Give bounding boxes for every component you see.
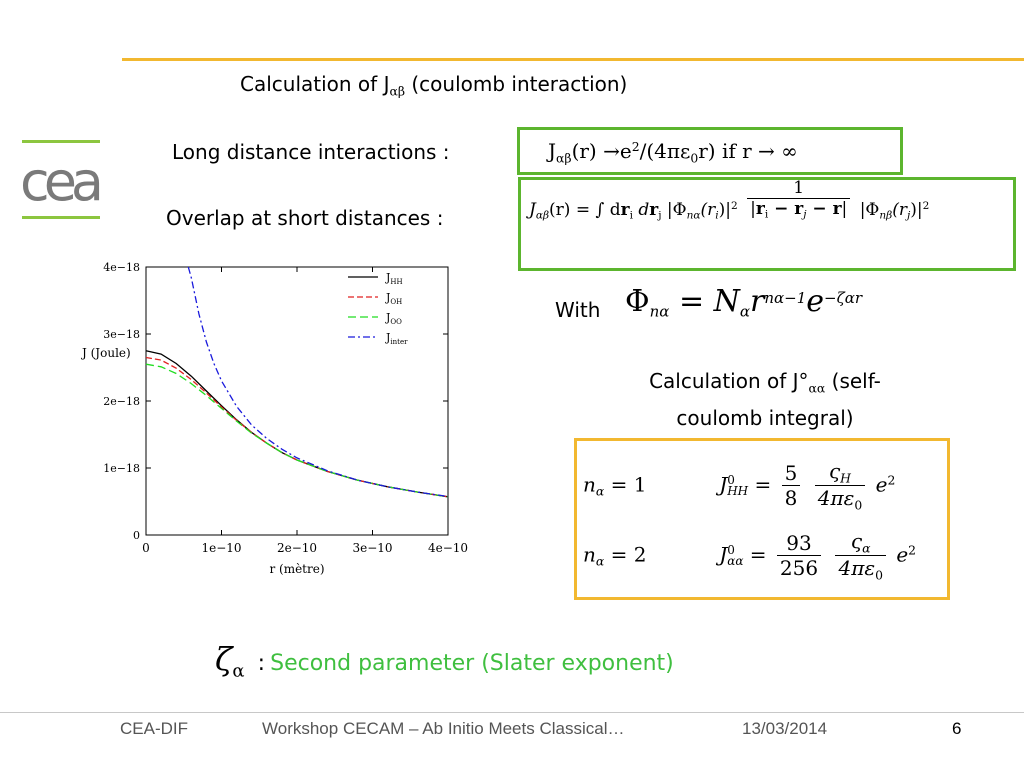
- series-line-hh: [145, 350, 449, 498]
- x-tick-label: 0: [142, 541, 150, 555]
- x-tick-label: 2e−10: [277, 541, 317, 555]
- with-label: With: [555, 298, 601, 322]
- legend-label-inter: Jinter: [385, 331, 408, 346]
- slater-orbital-equation: Φnα = Nαrnα−1e−ζαr: [625, 284, 863, 321]
- y-tick-label: 1e−18: [103, 462, 140, 475]
- footer-rule: [0, 712, 1024, 713]
- slide-title: Calculation of Jαβ (coulomb interaction): [240, 72, 627, 98]
- zeta-symbol: ζ: [215, 640, 233, 678]
- short-distance-equation: Jαβ(r) = ∫ dri drj |Φnα(ri)|2 1 |ri − rj…: [529, 178, 930, 222]
- self-coulomb-row-2: nα = 2 J 0 αα = 93 256 ςα 4πε0 e2: [583, 529, 917, 583]
- y-axis-label: J (Joule): [80, 346, 131, 360]
- legend-label-hh: JHH: [385, 271, 403, 286]
- zeta-subscript: α: [232, 660, 245, 682]
- footer-event: Workshop CECAM – Ab Initio Meets Classic…: [262, 719, 625, 738]
- legend-label-oo: JOO: [385, 311, 402, 326]
- x-tick-label: 1e−10: [201, 541, 241, 555]
- self-coulomb-title: Calculation of J°αα (self- coulomb integ…: [649, 369, 881, 431]
- long-distance-equation-box: Jαβ(r) →e2/(4πε0r) if r → ∞: [517, 127, 903, 175]
- series-line-inter: [187, 266, 449, 498]
- legend-label-oh: JOH: [385, 291, 402, 306]
- x-axis-label: r (mètre): [269, 562, 324, 576]
- title-suffix: (coulomb interaction): [405, 72, 628, 96]
- title-prefix: Calculation of J: [240, 72, 390, 96]
- y-tick-label: 2e−18: [103, 395, 140, 408]
- logo-top-bar: [22, 140, 100, 143]
- series-line-oh: [145, 356, 449, 498]
- slater-exponent-line: ζα : Second parameter (Slater exponent): [215, 640, 674, 681]
- short-distance-label: Overlap at short distances :: [166, 206, 444, 230]
- footer-org: CEA-DIF: [120, 719, 188, 738]
- chart-root: 0 1e−10 2e−10 3e−10 4e−10 0 1e−18 2e−18 3e−18 4e−…: [80, 261, 468, 576]
- footer-date: 13/03/2014: [742, 719, 828, 738]
- y-tick-label: 3e−18: [103, 328, 140, 341]
- zeta-colon: :: [257, 651, 266, 676]
- plot-frame: [145, 266, 449, 536]
- long-distance-label: Long distance interactions :: [172, 140, 450, 164]
- logo-bottom-bar: [22, 216, 100, 219]
- long-distance-equation: Jαβ(r) →e2/(4πε0r) if r → ∞: [548, 139, 798, 166]
- footer-page-number: 6: [952, 719, 962, 738]
- coulomb-chart: 0 1e−10 2e−10 3e−10 4e−10 0 1e−18 2e−18 3e−18 4e−…: [80, 261, 468, 576]
- x-tick-label: 4e−10: [428, 541, 468, 555]
- y-tick-label: 4e−18: [103, 261, 140, 274]
- cea-logo: cea: [20, 150, 104, 213]
- top-rule: [122, 58, 1024, 61]
- x-tick-label: 3e−10: [352, 541, 392, 555]
- short-distance-equation-box: Jαβ(r) = ∫ dri drj |Φnα(ri)|2 1 |ri − rj…: [518, 177, 1016, 271]
- y-tick-label: 0: [133, 529, 140, 542]
- series-line-oo: [145, 363, 449, 498]
- slater-exponent-text: Second parameter (Slater exponent): [270, 651, 674, 676]
- title-subscript: αβ: [389, 83, 405, 99]
